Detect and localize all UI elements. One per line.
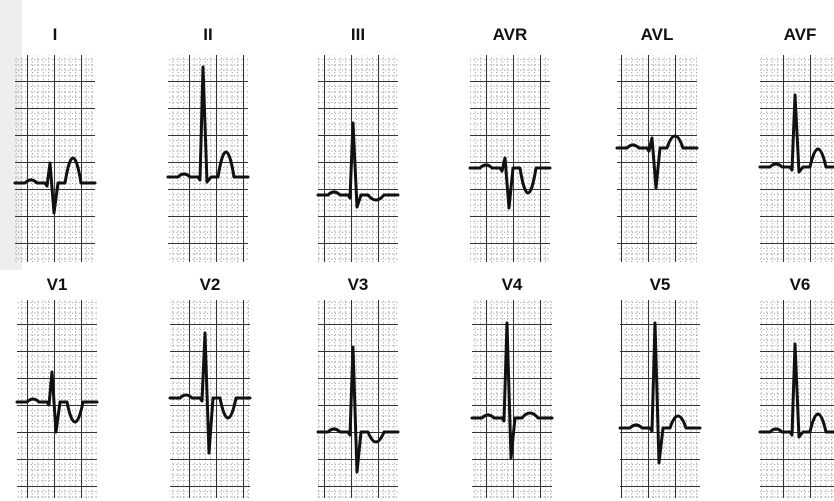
lead-label: V3 [348, 275, 369, 294]
grid-panel [168, 55, 248, 262]
grid-panel [470, 55, 550, 262]
lead-label: II [203, 25, 212, 44]
grid-panel [472, 300, 552, 498]
lead-label: I [53, 25, 58, 44]
grid-panel [620, 300, 700, 498]
lead-label: V4 [502, 275, 523, 294]
ecg-sheet: IIIIIIAVRAVLAVFV1V2V3V4V5V6 [0, 0, 834, 501]
grid-panel [318, 55, 398, 262]
lead-label: V5 [650, 275, 671, 294]
lead-label: AVF [784, 25, 817, 44]
lead-label: V1 [47, 275, 68, 294]
background [0, 0, 834, 501]
lead-label: AVL [641, 25, 674, 44]
grid-panel [617, 55, 697, 262]
lead-label: V2 [200, 275, 221, 294]
lead-label: III [351, 25, 365, 44]
lead-label: AVR [493, 25, 528, 44]
lead-label: V6 [790, 275, 811, 294]
grid-panel [15, 55, 95, 262]
